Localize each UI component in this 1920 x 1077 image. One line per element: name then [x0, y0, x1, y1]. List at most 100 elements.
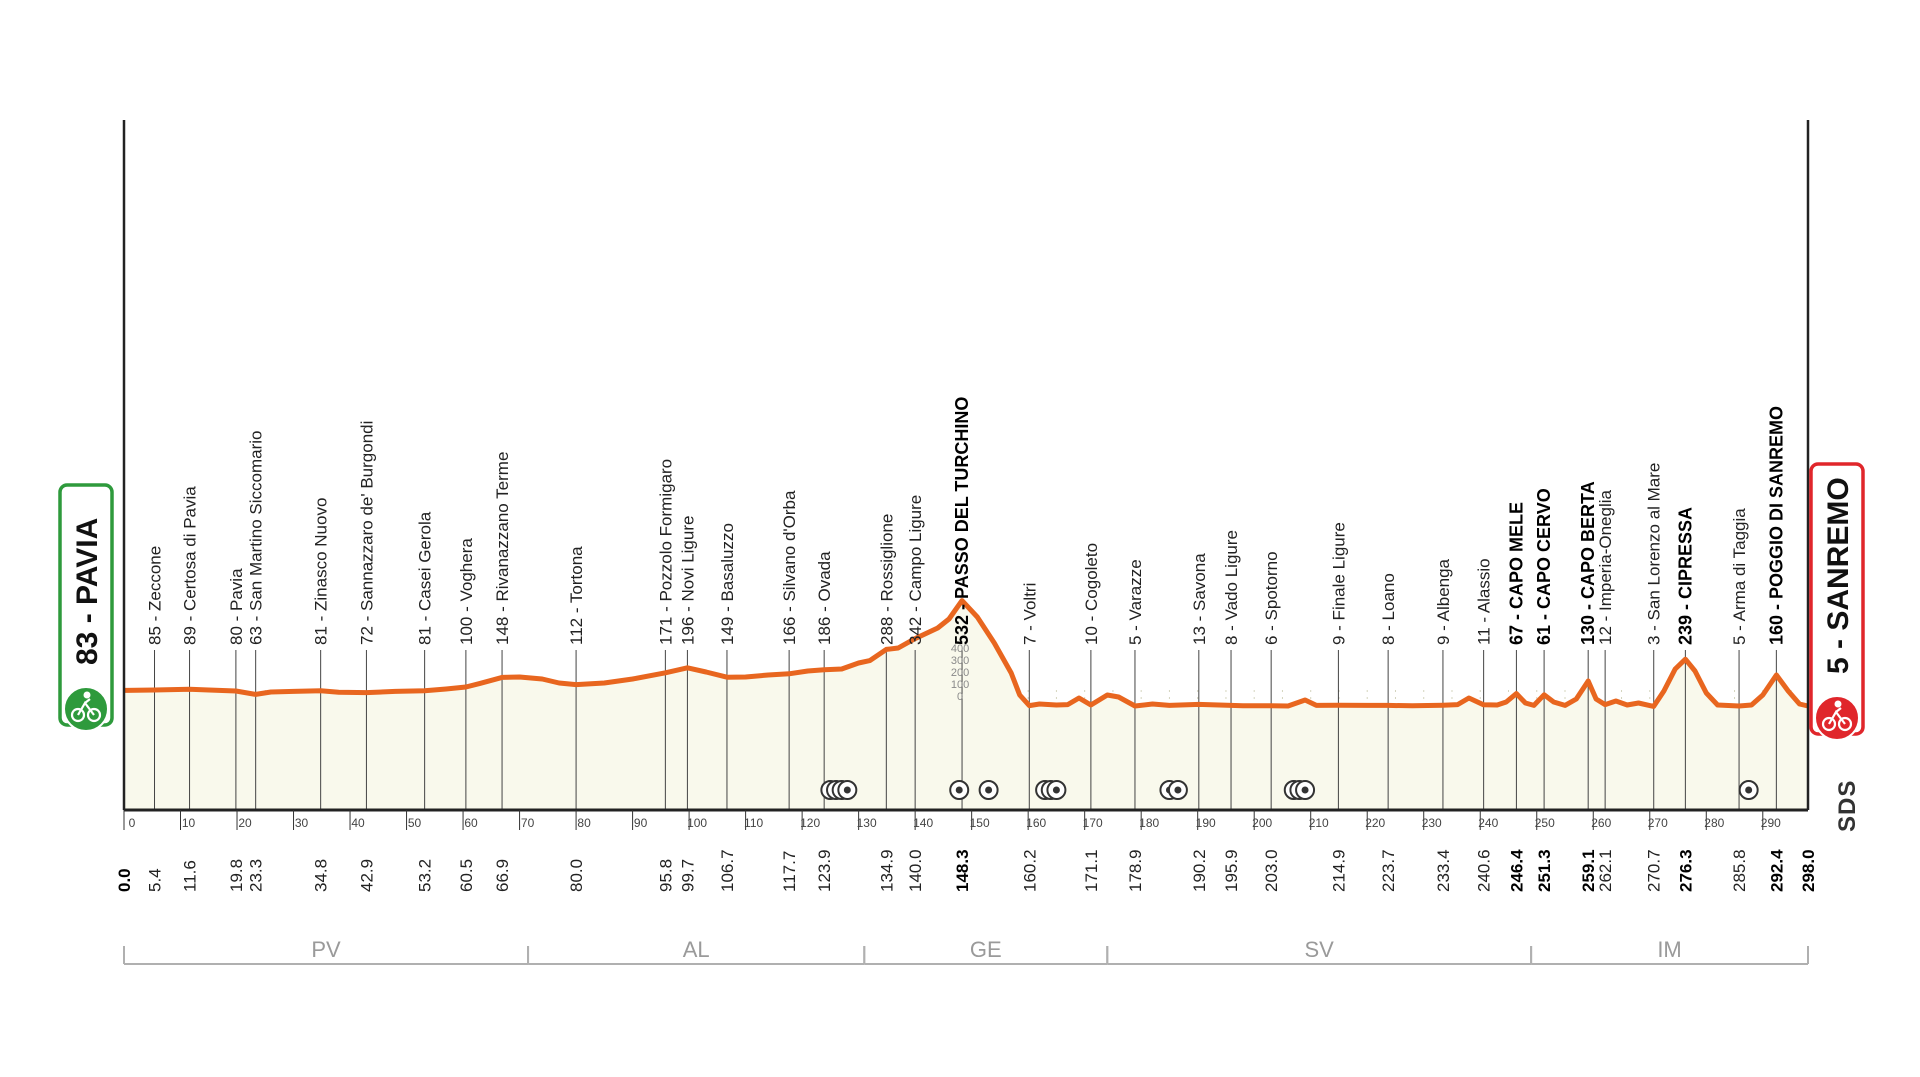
location-label: 112 - Tortona [567, 546, 586, 645]
x-tick-label: 180 [1139, 816, 1159, 830]
location-label: 9 - Albenga [1434, 558, 1453, 645]
x-tick-label: 100 [687, 816, 707, 830]
location-label: 171 - Pozzolo Formigaro [656, 459, 675, 645]
km-label: 178.9 [1126, 849, 1145, 892]
location-label: 67 - CAPO MELE [1506, 502, 1526, 645]
km-label: 171.1 [1082, 849, 1101, 892]
region-label: SV [1305, 937, 1335, 962]
cyclist-wheel-front [1837, 716, 1853, 732]
x-tick-label: 30 [295, 816, 309, 830]
x-tick-label: 70 [521, 816, 535, 830]
altitude-tick-label: 400 [951, 643, 969, 655]
cyclist-frame [1828, 707, 1846, 725]
location-label: 532 - PASSO DEL TURCHINO [952, 397, 972, 645]
x-tick-label: 110 [744, 816, 763, 830]
intermediate-marker-dot [955, 786, 963, 794]
location-label: 8 - Loano [1379, 573, 1398, 645]
altitude-tick-label: 200 [951, 667, 969, 679]
location-label: 10 - Cogoleto [1082, 543, 1101, 645]
x-tick-label: 0 [129, 816, 136, 830]
km-label: 95.8 [656, 859, 675, 892]
x-tick-label: 80 [577, 816, 591, 830]
altitude-tick-label: 300 [951, 655, 969, 667]
x-tick-label: 190 [1196, 816, 1216, 830]
km-label: 5.4 [146, 868, 165, 892]
profile-line [123, 598, 1809, 709]
intermediate-marker-dot [843, 786, 851, 794]
km-label: 160.2 [1020, 849, 1039, 892]
x-tick-label: 200 [1252, 816, 1272, 830]
x-tick-label: 50 [408, 816, 422, 830]
km-label: 259.1 [1579, 849, 1598, 892]
x-tick-label: 290 [1761, 816, 1781, 830]
cyclist-wheel-front [86, 707, 102, 723]
location-label: 5 - Arma di Taggia [1730, 508, 1749, 645]
x-tick-label: 270 [1648, 816, 1668, 830]
location-label: 239 - CIPRESSA [1675, 507, 1695, 645]
x-tick-label: 40 [351, 816, 365, 830]
km-label: 140.0 [906, 849, 925, 892]
x-tick-label: 160 [1026, 816, 1046, 830]
location-label: 85 - Zeccone [146, 546, 165, 645]
km-label: 42.9 [357, 859, 376, 892]
km-label: 99.7 [678, 859, 697, 892]
region-label: IM [1657, 937, 1681, 962]
location-label: 8 - Vado Ligure [1222, 530, 1241, 645]
location-label: 342 - Campo Ligure [906, 495, 925, 645]
km-label: 276.3 [1676, 849, 1695, 892]
location-label: 186 - Ovada [815, 551, 834, 645]
km-label: 66.9 [493, 859, 512, 892]
cyclist-head [83, 691, 91, 699]
location-label: 166 - Silvano d'Orba [780, 490, 799, 645]
km-label: 23.3 [247, 859, 266, 892]
location-label: 61 - CAPO CERVO [1534, 488, 1554, 645]
x-tick-label: 130 [857, 816, 877, 830]
intermediate-marker-dot [1174, 786, 1182, 794]
cyclist-wheel-back [70, 707, 86, 723]
finish-badge-label: 5 - SANREMO [1822, 477, 1855, 674]
km-label: 223.7 [1379, 849, 1398, 892]
km-label: 80.0 [567, 859, 586, 892]
cyclist-head [1834, 700, 1842, 708]
x-tick-label: 250 [1535, 816, 1555, 830]
location-label: 149 - Basaluzzo [718, 523, 737, 645]
location-label: 9 - Finale Ligure [1329, 522, 1348, 645]
km-label: 190.2 [1190, 849, 1209, 892]
location-label: 6 - Spotorno [1262, 551, 1281, 645]
location-label: 7 - Voltri [1020, 583, 1039, 645]
km-label: 262.1 [1596, 849, 1615, 892]
brand-logo-text: SDS [1834, 780, 1861, 832]
location-label: 288 - Rossiglione [877, 514, 896, 645]
x-tick-label: 170 [1083, 816, 1103, 830]
location-label: 63 - San Martino Siccomario [247, 431, 266, 645]
km-label: 53.2 [416, 859, 435, 892]
km-label: 214.9 [1329, 849, 1348, 892]
finish-badge: 5 - SANREMO [1809, 462, 1865, 741]
profile-area [124, 600, 1808, 810]
km-label: 233.4 [1434, 849, 1453, 892]
km-label: 246.4 [1507, 849, 1526, 892]
intermediate-marker-dot [985, 786, 993, 794]
intermediate-marker-dot [1745, 786, 1753, 794]
km-label: 19.8 [227, 859, 246, 892]
x-tick-label: 230 [1422, 816, 1442, 830]
km-label: 123.9 [815, 849, 834, 892]
km-label: 240.6 [1475, 849, 1494, 892]
x-tick-label: 240 [1478, 816, 1498, 830]
x-tick-label: 140 [913, 816, 933, 830]
location-label: 11 - Alassio [1475, 558, 1494, 645]
km-label: 148.3 [953, 849, 972, 892]
km-label: 11.6 [181, 860, 200, 892]
km-label: 203.0 [1262, 849, 1281, 892]
x-tick-label: 220 [1365, 816, 1385, 830]
x-tick-label: 90 [634, 816, 648, 830]
x-tick-label: 260 [1591, 816, 1611, 830]
x-tick-label: 280 [1704, 816, 1724, 830]
km-label: 285.8 [1730, 849, 1749, 892]
altitude-tick-label: 100 [951, 679, 969, 691]
location-label: 130 - CAPO BERTA [1578, 481, 1598, 645]
region-label: GE [970, 937, 1002, 962]
location-label: 3 - San Lorenzo al Mare [1645, 463, 1664, 645]
start-badge-label: 83 - PAVIA [71, 518, 104, 665]
